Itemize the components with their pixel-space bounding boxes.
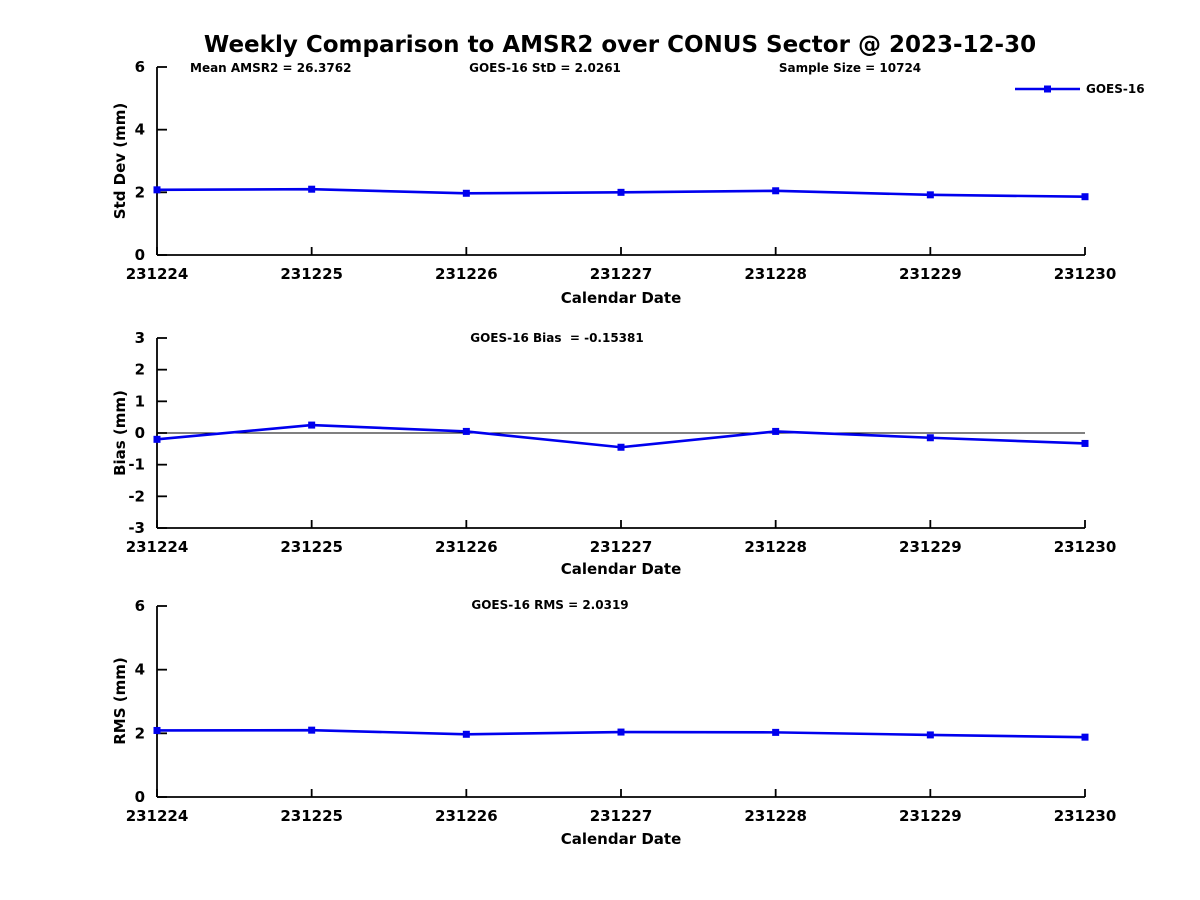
- x-tick-label: 231227: [590, 538, 653, 556]
- data-marker: [462, 730, 470, 738]
- x-tick-label: 231224: [126, 265, 189, 283]
- y-tick-label: 4: [135, 121, 145, 139]
- ylabel-rms: RMS (mm): [111, 657, 129, 745]
- y-tick-label: 0: [135, 424, 145, 442]
- data-marker: [617, 728, 625, 736]
- x-tick-label: 231224: [126, 807, 189, 825]
- data-marker: [1081, 193, 1089, 201]
- y-tick-label: 4: [135, 661, 145, 679]
- x-tick-label: 231230: [1054, 538, 1117, 556]
- xlabel-rms: Calendar Date: [560, 830, 682, 848]
- data-marker: [926, 731, 934, 739]
- data-marker: [772, 728, 780, 736]
- y-tick-label: 1: [135, 392, 145, 410]
- data-marker: [926, 434, 934, 442]
- x-tick-label: 231230: [1054, 265, 1117, 283]
- x-tick-label: 231227: [590, 807, 653, 825]
- annotation-mean-amsr2: Mean AMSR2 = 26.3762: [190, 61, 352, 75]
- data-marker: [1081, 733, 1089, 741]
- data-marker: [617, 188, 625, 196]
- data-marker: [308, 185, 316, 193]
- data-marker: [153, 435, 161, 443]
- data-marker: [153, 186, 161, 194]
- x-tick-label: 231228: [744, 807, 807, 825]
- x-tick-label: 231229: [899, 538, 962, 556]
- data-marker: [772, 427, 780, 435]
- y-tick-label: 6: [135, 58, 145, 76]
- data-marker: [926, 191, 934, 199]
- data-marker: [153, 726, 161, 734]
- y-tick-label: 2: [135, 361, 145, 379]
- y-tick-label: 0: [135, 788, 145, 806]
- data-marker: [772, 187, 780, 195]
- data-marker: [308, 726, 316, 734]
- xlabel-bias: Calendar Date: [560, 560, 682, 578]
- x-tick-label: 231230: [1054, 807, 1117, 825]
- y-tick-label: 2: [135, 724, 145, 742]
- x-tick-label: 231224: [126, 538, 189, 556]
- x-tick-label: 231225: [280, 265, 343, 283]
- data-marker: [462, 189, 470, 197]
- data-marker: [308, 421, 316, 429]
- annotation-goes16-std: GOES-16 StD = 2.0261: [469, 61, 621, 75]
- data-marker: [617, 443, 625, 451]
- x-tick-label: 231225: [280, 807, 343, 825]
- x-tick-label: 231228: [744, 538, 807, 556]
- annotation-sample-size: Sample Size = 10724: [778, 61, 922, 75]
- ylabel-bias: Bias (mm): [111, 390, 129, 476]
- ylabel-std-dev: Std Dev (mm): [111, 102, 129, 220]
- annotation-goes16-rms: GOES-16 RMS = 2.0319: [471, 598, 629, 612]
- x-tick-label: 231229: [899, 265, 962, 283]
- y-tick-label: 2: [135, 183, 145, 201]
- y-tick-label: 3: [135, 329, 145, 347]
- data-marker: [1081, 439, 1089, 447]
- legend-marker: [1044, 85, 1051, 93]
- y-tick-label: -3: [128, 519, 145, 537]
- y-tick-label: 6: [135, 597, 145, 615]
- x-tick-label: 231226: [435, 538, 498, 556]
- x-tick-label: 231226: [435, 807, 498, 825]
- data-marker: [462, 427, 470, 435]
- x-tick-label: 231228: [744, 265, 807, 283]
- xlabel-std-dev: Calendar Date: [560, 289, 682, 307]
- annotation-goes16-bias: GOES-16 Bias = -0.15381: [470, 331, 644, 345]
- y-tick-label: -1: [128, 456, 145, 474]
- x-tick-label: 231229: [899, 807, 962, 825]
- x-tick-label: 231226: [435, 265, 498, 283]
- y-tick-label: 0: [135, 246, 145, 264]
- legend-label: GOES-16: [1086, 82, 1145, 96]
- x-tick-label: 231225: [280, 538, 343, 556]
- y-tick-label: -2: [128, 487, 145, 505]
- figure-title: Weekly Comparison to AMSR2 over CONUS Se…: [203, 32, 1037, 58]
- x-tick-label: 231227: [590, 265, 653, 283]
